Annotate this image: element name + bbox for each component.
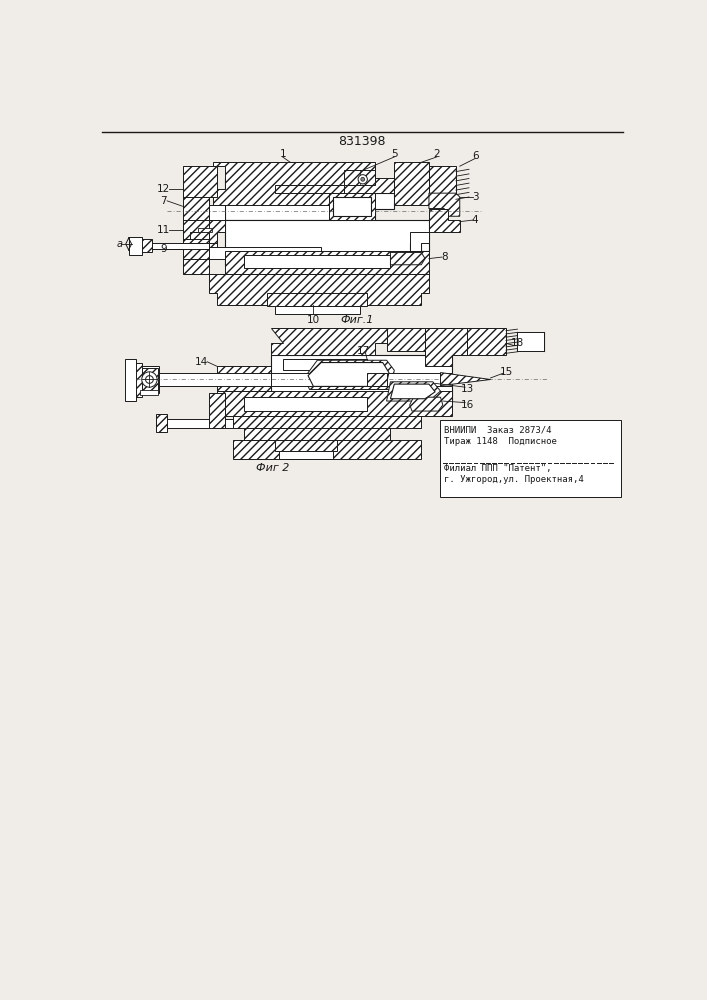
Text: г. Ужгород,ул. Проектная,4: г. Ужгород,ул. Проектная,4 bbox=[444, 475, 584, 484]
Circle shape bbox=[358, 175, 368, 184]
Polygon shape bbox=[271, 373, 452, 386]
Polygon shape bbox=[209, 205, 225, 220]
Polygon shape bbox=[387, 382, 440, 401]
Circle shape bbox=[146, 376, 153, 383]
Polygon shape bbox=[333, 197, 371, 216]
Polygon shape bbox=[214, 162, 395, 205]
Polygon shape bbox=[271, 328, 387, 355]
Text: 8: 8 bbox=[441, 252, 448, 262]
Polygon shape bbox=[267, 293, 368, 306]
Polygon shape bbox=[467, 328, 506, 355]
Polygon shape bbox=[304, 360, 395, 389]
Polygon shape bbox=[390, 384, 435, 399]
Text: 3: 3 bbox=[472, 192, 479, 202]
Polygon shape bbox=[125, 359, 136, 401]
Polygon shape bbox=[225, 251, 429, 274]
Polygon shape bbox=[425, 328, 467, 366]
Polygon shape bbox=[429, 166, 456, 201]
Text: 1: 1 bbox=[279, 149, 286, 159]
Text: 5: 5 bbox=[391, 149, 397, 159]
Text: ВНИИПИ  Заказ 2873/4: ВНИИПИ Заказ 2873/4 bbox=[444, 425, 552, 434]
Text: 2: 2 bbox=[433, 149, 440, 159]
Text: a: a bbox=[117, 239, 122, 249]
Polygon shape bbox=[395, 162, 429, 205]
Polygon shape bbox=[140, 366, 160, 393]
Polygon shape bbox=[225, 178, 395, 220]
Polygon shape bbox=[182, 243, 217, 259]
Polygon shape bbox=[209, 220, 225, 243]
Circle shape bbox=[361, 177, 365, 181]
Polygon shape bbox=[275, 185, 344, 193]
Text: Тираж 1148  Подписное: Тираж 1148 Подписное bbox=[444, 437, 557, 446]
Polygon shape bbox=[209, 247, 321, 259]
Text: 11: 11 bbox=[157, 225, 170, 235]
Text: 6: 6 bbox=[472, 151, 479, 161]
Polygon shape bbox=[244, 428, 390, 440]
Polygon shape bbox=[217, 366, 271, 391]
Text: 16: 16 bbox=[461, 400, 474, 410]
Text: Филиал ППП "Патент",: Филиал ППП "Патент", bbox=[444, 464, 552, 473]
Polygon shape bbox=[283, 359, 368, 370]
Circle shape bbox=[141, 372, 157, 387]
Polygon shape bbox=[368, 373, 387, 386]
Polygon shape bbox=[279, 451, 333, 459]
Polygon shape bbox=[182, 166, 217, 205]
Text: 12: 12 bbox=[157, 184, 170, 194]
Bar bbox=[440, 420, 621, 497]
Polygon shape bbox=[182, 239, 209, 274]
Polygon shape bbox=[134, 363, 141, 397]
Text: Фиг 2: Фиг 2 bbox=[256, 463, 289, 473]
Polygon shape bbox=[429, 193, 460, 216]
Polygon shape bbox=[182, 197, 209, 266]
Polygon shape bbox=[518, 332, 544, 351]
Text: 18: 18 bbox=[511, 338, 524, 348]
Polygon shape bbox=[244, 255, 390, 268]
Text: 831398: 831398 bbox=[338, 135, 386, 148]
Polygon shape bbox=[225, 220, 429, 266]
Polygon shape bbox=[182, 220, 209, 239]
Polygon shape bbox=[233, 416, 421, 428]
Polygon shape bbox=[140, 389, 158, 395]
Polygon shape bbox=[409, 397, 443, 411]
Polygon shape bbox=[275, 440, 337, 451]
Text: 7: 7 bbox=[160, 196, 167, 206]
Polygon shape bbox=[140, 243, 209, 249]
Text: 4: 4 bbox=[472, 215, 479, 225]
Polygon shape bbox=[156, 419, 233, 428]
Polygon shape bbox=[429, 209, 460, 232]
Polygon shape bbox=[233, 440, 421, 459]
Polygon shape bbox=[344, 170, 375, 185]
Polygon shape bbox=[409, 232, 429, 251]
Polygon shape bbox=[209, 393, 225, 428]
Polygon shape bbox=[271, 355, 452, 401]
Polygon shape bbox=[244, 397, 368, 411]
Polygon shape bbox=[387, 328, 425, 351]
Polygon shape bbox=[329, 193, 375, 220]
Polygon shape bbox=[198, 228, 212, 232]
Polygon shape bbox=[308, 363, 389, 386]
Polygon shape bbox=[129, 237, 141, 255]
Polygon shape bbox=[156, 373, 271, 386]
Text: 13: 13 bbox=[461, 384, 474, 394]
Text: Фиг.1: Фиг.1 bbox=[340, 315, 374, 325]
Polygon shape bbox=[440, 373, 491, 386]
Polygon shape bbox=[156, 414, 167, 432]
Polygon shape bbox=[209, 274, 429, 305]
Polygon shape bbox=[140, 239, 152, 252]
Text: 14: 14 bbox=[195, 357, 209, 367]
Text: 10: 10 bbox=[307, 315, 320, 325]
Text: 15: 15 bbox=[499, 367, 513, 377]
Text: 17: 17 bbox=[357, 346, 370, 356]
Polygon shape bbox=[141, 368, 158, 392]
Polygon shape bbox=[390, 252, 425, 265]
Text: 9: 9 bbox=[160, 244, 167, 254]
Polygon shape bbox=[275, 306, 360, 314]
Polygon shape bbox=[217, 391, 452, 416]
